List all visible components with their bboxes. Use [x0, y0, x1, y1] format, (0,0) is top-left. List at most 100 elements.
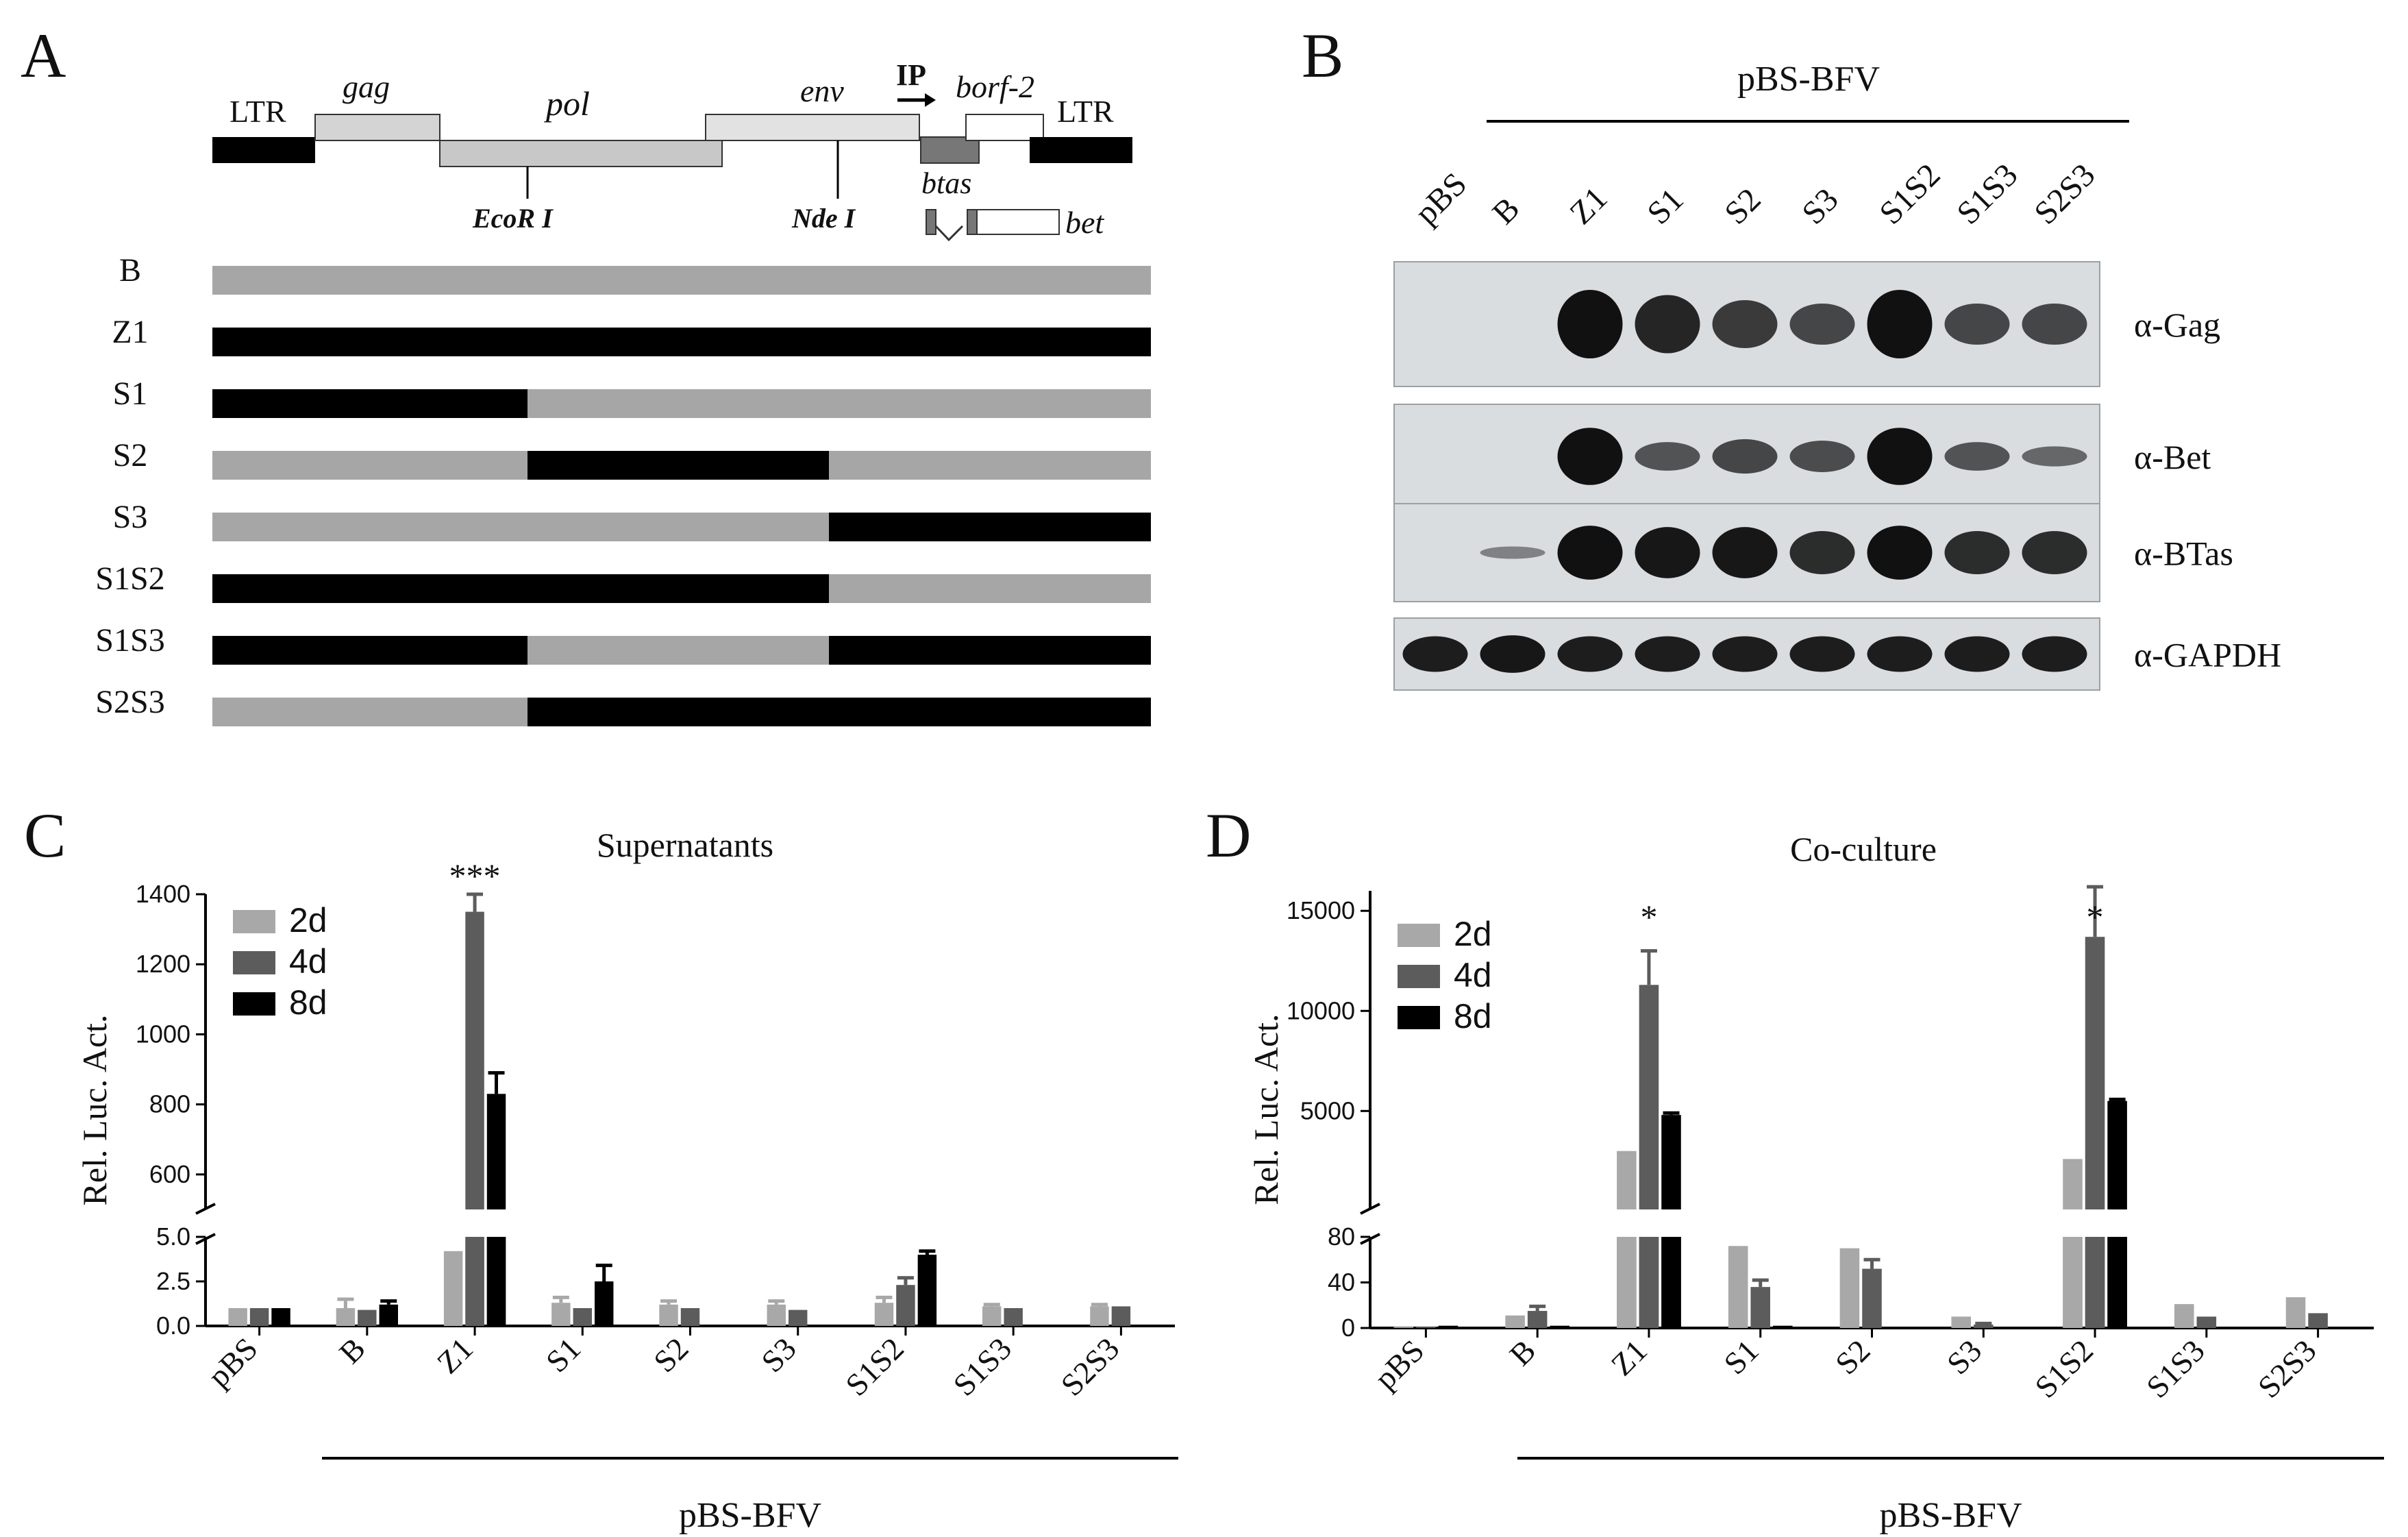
legend-swatch: [1398, 924, 1440, 947]
x-tick-label: S2S3: [1054, 1331, 1126, 1403]
bar: [271, 1308, 290, 1326]
y-tick-label: 0: [1341, 1314, 1355, 1342]
y-tick-label: 2.5: [156, 1267, 190, 1295]
y-tick-label: 1000: [136, 1020, 190, 1048]
construct-segment: [212, 266, 527, 295]
y-tick-label: 1200: [136, 950, 190, 978]
western-blots: α-Gag α-Bet α-BTas α-GAPDH: [1393, 261, 2281, 691]
env-box: [705, 114, 920, 141]
x-tick-label: S2: [1828, 1333, 1876, 1381]
construct-segment: [212, 636, 527, 665]
ltr-right-box: [1030, 137, 1132, 163]
bar: [1750, 1287, 1770, 1328]
y-tick-label: 80: [1328, 1222, 1355, 1251]
x-tick-label: S2S3: [2251, 1333, 2323, 1405]
construct-segment: [829, 636, 1151, 665]
blot-band: [1635, 636, 1700, 672]
bar: [2308, 1313, 2328, 1328]
bar: [2196, 1316, 2217, 1328]
bar: [1438, 1325, 1459, 1328]
legend-swatch: [233, 910, 275, 933]
blot-band: [1480, 635, 1546, 673]
construct-segment: [212, 574, 527, 603]
bar: [595, 1281, 614, 1326]
construct-segment: [829, 328, 1151, 356]
bar: [1862, 1268, 1882, 1328]
borf2-box: [965, 114, 1044, 141]
construct-segment: [212, 328, 527, 356]
blot-band: [1944, 531, 2010, 574]
blot-band: [1635, 527, 1700, 578]
y-axis-title: Rel. Luc. Act.: [75, 1014, 114, 1205]
pol-box: [439, 140, 723, 167]
lane-label: S1: [1640, 181, 1690, 231]
panel-a: A LTR gag pol env IP btas borf-2 LTR Eco…: [21, 21, 1151, 726]
ecor1-italic: EcoR I: [472, 203, 554, 234]
blot-band: [1789, 303, 1855, 345]
splice-line: [934, 225, 964, 242]
y-tick-label: 40: [1328, 1268, 1355, 1296]
blot-band: [2022, 303, 2087, 345]
bar: [1728, 1246, 1748, 1328]
bar: [249, 1308, 269, 1326]
blot-band: [1789, 531, 1855, 574]
bar: [1617, 1237, 1637, 1328]
pol-label: pol: [544, 84, 590, 123]
y-tick-label: 800: [149, 1090, 190, 1118]
x-tick-label: Z1: [430, 1331, 480, 1380]
construct-segment: [829, 698, 1151, 726]
x-tick-label: pBS: [201, 1331, 264, 1394]
construct-segment: [527, 451, 829, 480]
blot-band: [1557, 526, 1623, 580]
construct-label: S1S2: [95, 561, 164, 597]
bar: [1393, 1327, 1414, 1328]
bar: [2285, 1297, 2306, 1328]
bar-break-gap: [464, 1209, 486, 1237]
lane-label: B: [1485, 190, 1526, 232]
lane-label: S1S2: [1872, 157, 1947, 232]
significance-label: *: [2087, 898, 2104, 936]
blot-band: [1480, 546, 1546, 559]
panel-d: D Co-culture 0 40 80 5000 10000 15000 Rel. Luc…: [1206, 800, 2384, 1535]
bar: [1505, 1315, 1525, 1328]
blot-band: [1867, 526, 1933, 580]
blot-band: [2022, 446, 2087, 467]
ltr-left-label: LTR: [229, 94, 286, 129]
panel-a-letter: A: [21, 21, 66, 90]
blot-band: [1712, 636, 1778, 672]
construct-label: S2S3: [95, 684, 164, 720]
y-tick-label: 600: [149, 1160, 190, 1188]
y-tick-label: 5000: [1300, 1096, 1355, 1124]
construct-segment: [527, 328, 829, 356]
bar: [659, 1304, 678, 1326]
blot-band: [1712, 439, 1778, 474]
legend-swatch: [233, 951, 275, 974]
construct-segment: [829, 266, 1151, 295]
blot-band: [1867, 636, 1933, 672]
axis-break-mark: [1360, 1203, 1380, 1215]
bar: [1111, 1306, 1131, 1326]
bar: [443, 1251, 463, 1326]
btas-box: [920, 136, 980, 164]
btas-label: btas: [921, 167, 971, 200]
chart-d: 0 40 80 5000 10000 15000 Rel. Luc. Act. pBS B Z1 S…: [1247, 885, 2384, 1535]
legend-label: 8d: [1454, 997, 1492, 1035]
lane-label: S2: [1717, 181, 1767, 231]
construct-segment: [212, 698, 527, 726]
y-tick-label: 15000: [1287, 896, 1355, 924]
bar: [2107, 1237, 2127, 1328]
construct-segment: [527, 513, 829, 541]
legend-label: 2d: [1454, 915, 1492, 953]
x-tick-label: S1S2: [839, 1331, 910, 1403]
significance-label: ***: [449, 857, 501, 895]
construct-segment: [829, 513, 1151, 541]
blot-band: [1867, 428, 1933, 485]
legend-label: 8d: [289, 983, 327, 1022]
blot-band: [2022, 636, 2087, 672]
y-tick-label: 0.0: [156, 1312, 190, 1340]
bar-break-gap: [1615, 1209, 1638, 1237]
construct-segment: [829, 574, 1151, 603]
construct-segment: [527, 389, 829, 418]
y-tick-label: 1400: [136, 880, 190, 908]
